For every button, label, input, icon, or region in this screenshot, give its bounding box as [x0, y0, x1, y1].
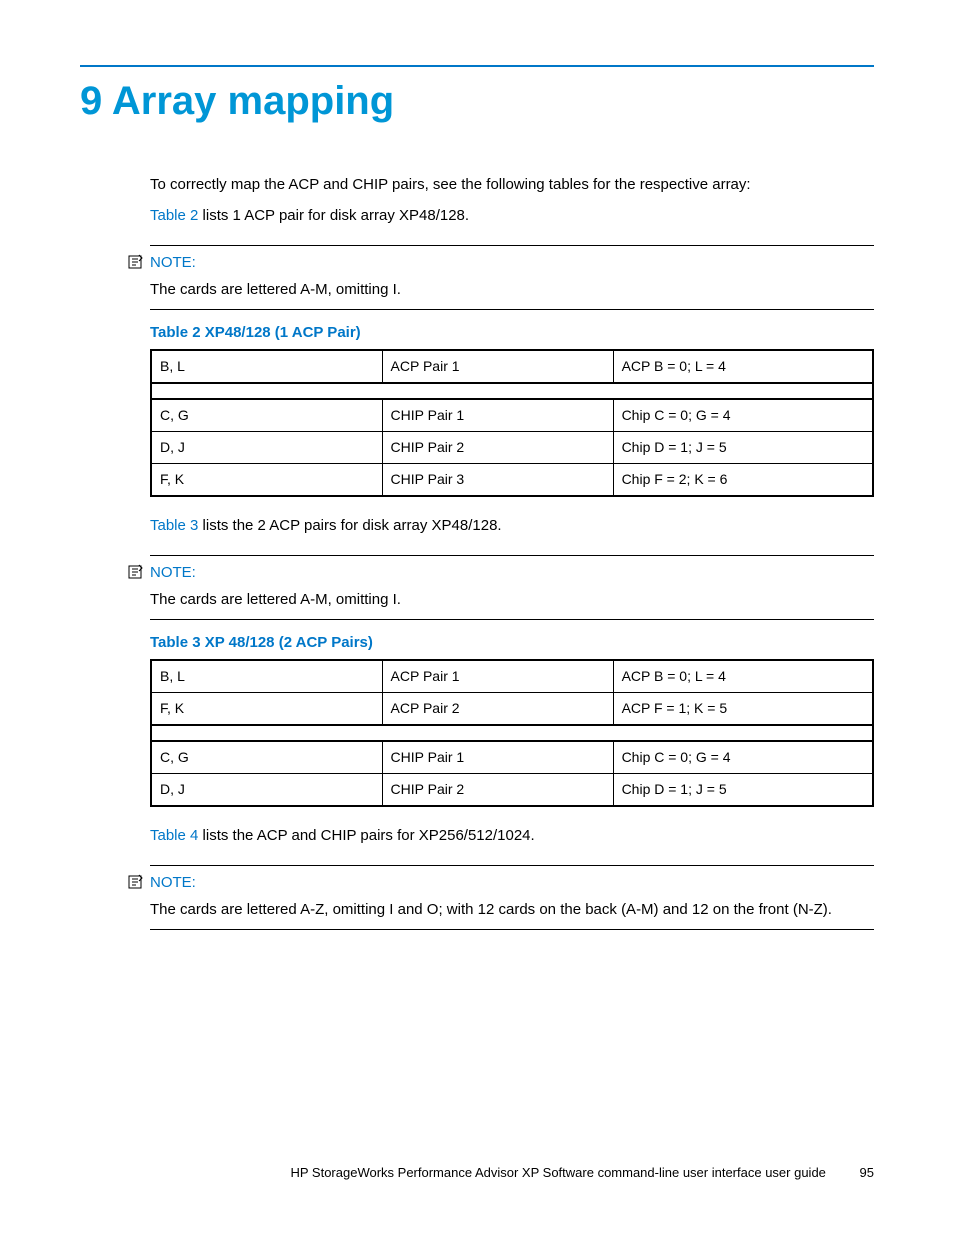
footer-text: HP StorageWorks Performance Advisor XP S… — [290, 1165, 825, 1180]
cell: C, G — [151, 741, 382, 774]
cell: ACP Pair 1 — [382, 660, 613, 693]
note3-label: NOTE: — [150, 872, 874, 895]
cell: ACP Pair 2 — [382, 692, 613, 725]
note2-label: NOTE: — [150, 562, 874, 585]
page-number: 95 — [860, 1165, 874, 1180]
cell: Chip D = 1; J = 5 — [613, 773, 873, 806]
note3-text: The cards are lettered A-Z, omitting I a… — [150, 899, 874, 922]
table3-caption: Table 3 XP 48/128 (2 ACP Pairs) — [150, 632, 874, 655]
page-footer: HP StorageWorks Performance Advisor XP S… — [290, 1165, 874, 1180]
table-row: C, G CHIP Pair 1 Chip C = 0; G = 4 — [151, 741, 873, 774]
spacer-row — [151, 383, 873, 399]
table2-caption: Table 2 XP48/128 (1 ACP Pair) — [150, 322, 874, 345]
note1-label: NOTE: — [150, 252, 874, 275]
table-row: D, J CHIP Pair 2 Chip D = 1; J = 5 — [151, 431, 873, 463]
cell: C, G — [151, 399, 382, 432]
cell: B, L — [151, 350, 382, 383]
note-rule-bottom — [150, 619, 874, 620]
table-row: F, K CHIP Pair 3 Chip F = 2; K = 6 — [151, 463, 873, 496]
cell: CHIP Pair 3 — [382, 463, 613, 496]
table4-link[interactable]: Table 4 — [150, 827, 198, 844]
table4-ref-text: lists the ACP and CHIP pairs for XP256/5… — [198, 827, 534, 844]
note1-text: The cards are lettered A-M, omitting I. — [150, 279, 874, 302]
table2-link[interactable]: Table 2 — [150, 207, 198, 224]
table3-link[interactable]: Table 3 — [150, 517, 198, 534]
table2-ref: Table 2 lists 1 ACP pair for disk array … — [150, 205, 874, 228]
cell: CHIP Pair 1 — [382, 741, 613, 774]
note1-block: NOTE: The cards are lettered A-M, omitti… — [150, 252, 874, 301]
note2-block: NOTE: The cards are lettered A-M, omitti… — [150, 562, 874, 611]
note-rule-top — [150, 555, 874, 556]
cell: CHIP Pair 2 — [382, 773, 613, 806]
top-rule — [80, 65, 874, 67]
cell: F, K — [151, 463, 382, 496]
table3: B, L ACP Pair 1 ACP B = 0; L = 4 F, K AC… — [150, 659, 874, 807]
table2: B, L ACP Pair 1 ACP B = 0; L = 4 C, G CH… — [150, 349, 874, 497]
note-icon — [128, 874, 144, 890]
cell: ACP Pair 1 — [382, 350, 613, 383]
document-page: 9 Array mapping To correctly map the ACP… — [0, 0, 954, 1235]
note-rule-bottom — [150, 309, 874, 310]
table3-ref: Table 3 lists the 2 ACP pairs for disk a… — [150, 515, 874, 538]
cell: B, L — [151, 660, 382, 693]
cell: Chip F = 2; K = 6 — [613, 463, 873, 496]
cell: ACP F = 1; K = 5 — [613, 692, 873, 725]
cell: D, J — [151, 773, 382, 806]
table-row: D, J CHIP Pair 2 Chip D = 1; J = 5 — [151, 773, 873, 806]
cell: ACP B = 0; L = 4 — [613, 350, 873, 383]
note3-block: NOTE: The cards are lettered A-Z, omitti… — [150, 872, 874, 921]
table3-ref-text: lists the 2 ACP pairs for disk array XP4… — [198, 517, 501, 534]
note-rule-top — [150, 865, 874, 866]
intro-text: To correctly map the ACP and CHIP pairs,… — [150, 174, 874, 197]
table-row: B, L ACP Pair 1 ACP B = 0; L = 4 — [151, 350, 873, 383]
cell: Chip C = 0; G = 4 — [613, 741, 873, 774]
cell: ACP B = 0; L = 4 — [613, 660, 873, 693]
table-row: C, G CHIP Pair 1 Chip C = 0; G = 4 — [151, 399, 873, 432]
chapter-name: Array mapping — [112, 79, 394, 123]
note-icon — [128, 564, 144, 580]
cell: Chip C = 0; G = 4 — [613, 399, 873, 432]
table2-ref-text: lists 1 ACP pair for disk array XP48/128… — [198, 207, 469, 224]
chapter-title: 9 Array mapping — [80, 79, 874, 124]
table4-ref: Table 4 lists the ACP and CHIP pairs for… — [150, 825, 874, 848]
spacer-row — [151, 725, 873, 741]
cell: F, K — [151, 692, 382, 725]
content-area: To correctly map the ACP and CHIP pairs,… — [150, 174, 874, 930]
cell: CHIP Pair 1 — [382, 399, 613, 432]
note-rule-top — [150, 245, 874, 246]
note-rule-bottom — [150, 929, 874, 930]
cell: Chip D = 1; J = 5 — [613, 431, 873, 463]
cell: CHIP Pair 2 — [382, 431, 613, 463]
table-row: B, L ACP Pair 1 ACP B = 0; L = 4 — [151, 660, 873, 693]
note-icon — [128, 254, 144, 270]
chapter-number: 9 — [80, 79, 102, 123]
cell: D, J — [151, 431, 382, 463]
table-row: F, K ACP Pair 2 ACP F = 1; K = 5 — [151, 692, 873, 725]
note2-text: The cards are lettered A-M, omitting I. — [150, 589, 874, 612]
